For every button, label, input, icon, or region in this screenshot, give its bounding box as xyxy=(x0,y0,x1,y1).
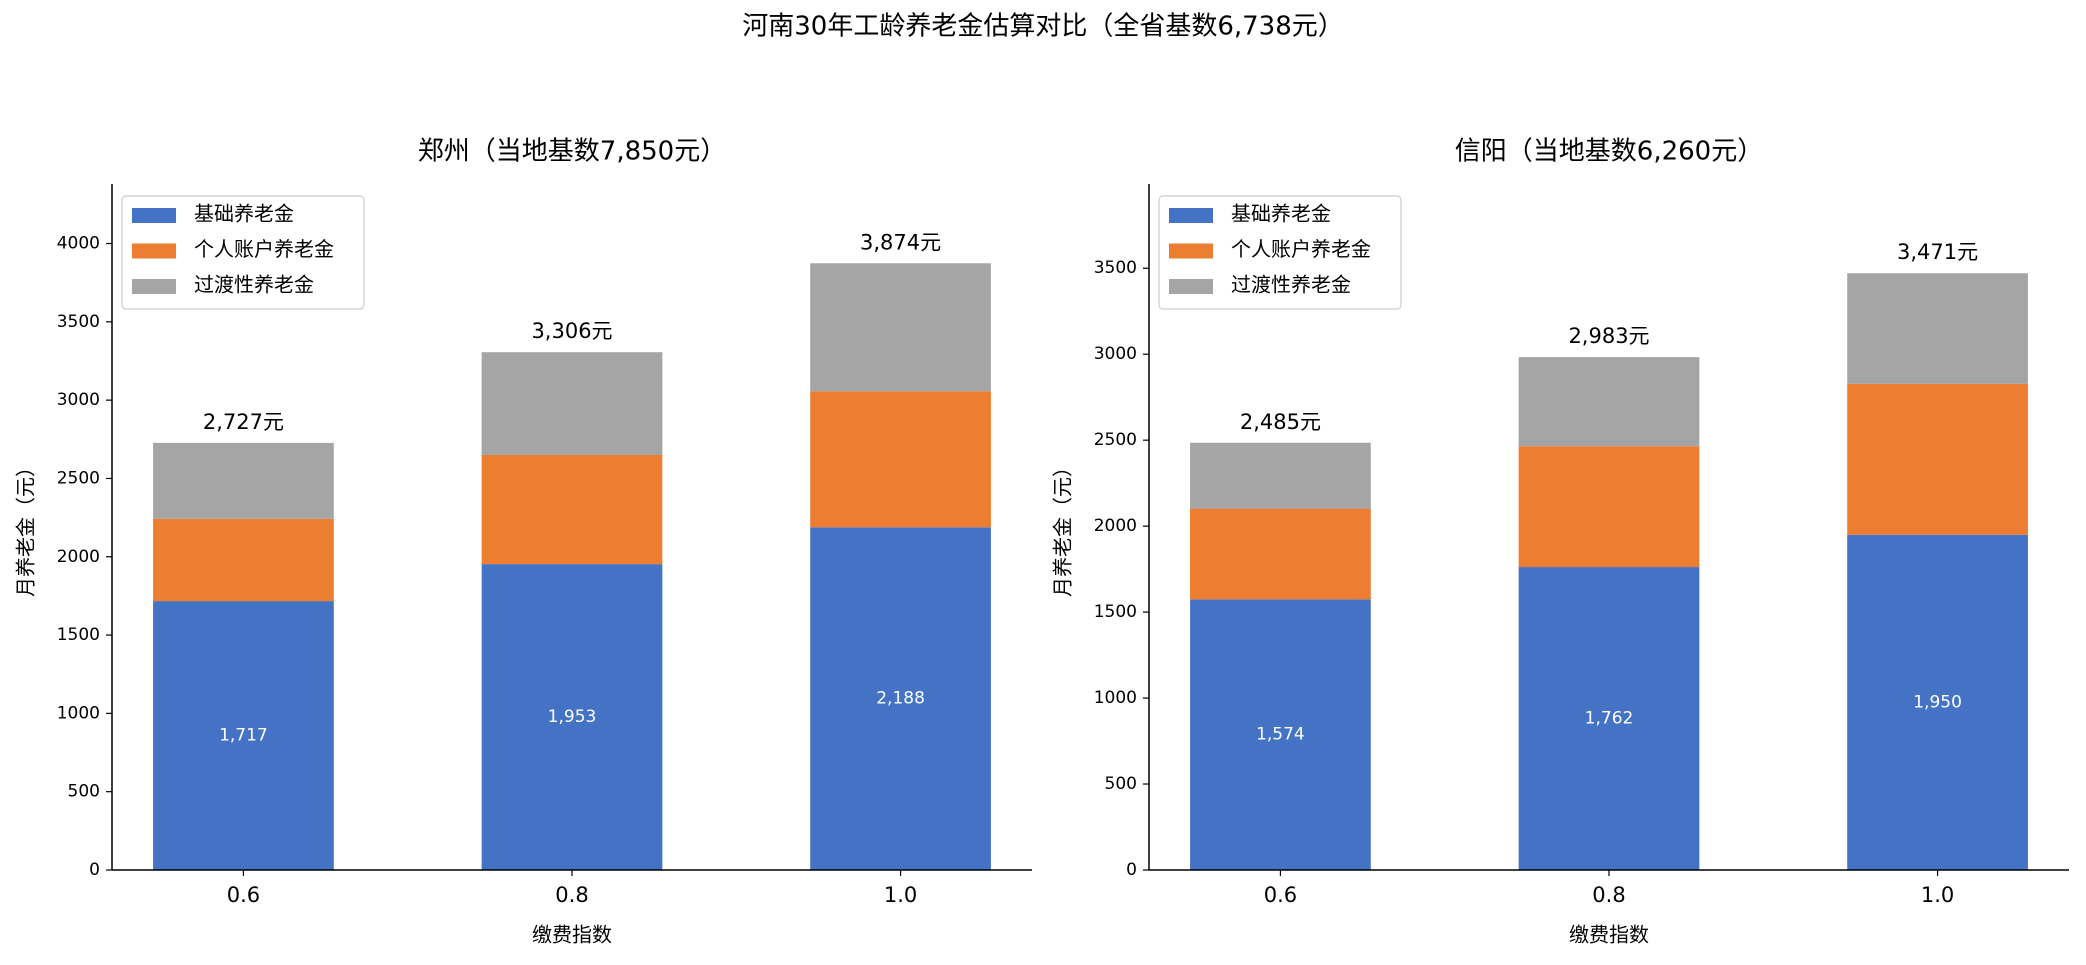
bar-segment xyxy=(1518,567,1700,870)
legend-box xyxy=(1158,195,1402,310)
legend-label: 过渡性养老金 xyxy=(194,273,314,297)
y-tick-label: 1000 xyxy=(1094,688,1137,708)
legend-label: 基础养老金 xyxy=(1231,202,1331,226)
legend-swatch xyxy=(132,243,176,259)
y-tick-label: 2500 xyxy=(57,468,100,488)
y-tick-label: 1500 xyxy=(1094,602,1137,622)
bar-segment xyxy=(153,601,334,870)
legend-label: 个人账户养老金 xyxy=(1231,237,1371,261)
total-label: 2,983元 xyxy=(1568,324,1649,348)
y-tick-label: 2000 xyxy=(1094,516,1137,536)
y-axis-label: 月养老金（元） xyxy=(1051,457,1075,597)
total-label: 2,485元 xyxy=(1240,410,1321,434)
y-tick-label: 2500 xyxy=(1094,430,1137,450)
value-label: 1,953 xyxy=(548,707,597,727)
total-label: 2,727元 xyxy=(203,410,284,434)
bar-segment xyxy=(1518,357,1700,447)
bar-segment xyxy=(1190,599,1371,870)
bar-segment xyxy=(1518,446,1700,568)
legend-box xyxy=(121,195,365,310)
y-tick-label: 3000 xyxy=(57,390,100,410)
x-tick-label: 0.6 xyxy=(1264,883,1297,907)
total-label: 3,874元 xyxy=(860,230,941,254)
y-tick-label: 0 xyxy=(1126,860,1137,880)
x-axis-label: 缴费指数 xyxy=(1569,923,1649,947)
legend-swatch xyxy=(1169,243,1213,259)
x-axis-label: 缴费指数 xyxy=(532,923,612,947)
bar-segment xyxy=(1847,273,2028,384)
y-tick-label: 500 xyxy=(1105,774,1137,794)
legend-label: 基础养老金 xyxy=(194,202,294,226)
bar-segment xyxy=(810,527,991,870)
value-label: 1,762 xyxy=(1585,709,1634,729)
bar-segment xyxy=(1847,383,2028,535)
bar-segment xyxy=(153,442,334,519)
total-label: 3,306元 xyxy=(531,319,612,343)
bar-segment xyxy=(1190,442,1371,509)
figure-title: 河南30年工龄养老金估算对比（全省基数6,738元） xyxy=(742,12,1344,42)
x-tick-label: 0.8 xyxy=(555,883,588,907)
legend-swatch xyxy=(132,208,176,223)
y-axis-label: 月养老金（元） xyxy=(14,457,38,597)
legend-swatch xyxy=(1169,208,1213,223)
x-tick-label: 1.0 xyxy=(1921,883,1954,907)
y-tick-label: 1500 xyxy=(57,625,100,645)
legend-label: 个人账户养老金 xyxy=(194,237,334,261)
bar-segment xyxy=(481,454,663,565)
x-tick-label: 1.0 xyxy=(884,883,917,907)
chart-title: 郑州（当地基数7,850元） xyxy=(418,137,726,167)
bar-segment xyxy=(1190,508,1371,600)
value-label: 1,717 xyxy=(219,726,268,746)
bar-segment xyxy=(1847,534,2028,870)
y-tick-label: 4000 xyxy=(57,234,100,254)
value-label: 1,950 xyxy=(1913,692,1962,712)
value-label: 2,188 xyxy=(876,689,925,709)
y-tick-label: 1000 xyxy=(57,703,100,723)
y-tick-label: 2000 xyxy=(57,547,100,567)
y-tick-label: 500 xyxy=(68,782,100,802)
bar-segment xyxy=(810,391,991,528)
y-tick-label: 3500 xyxy=(1094,258,1137,278)
y-tick-label: 3500 xyxy=(57,312,100,332)
x-tick-label: 0.6 xyxy=(227,883,260,907)
x-tick-label: 0.8 xyxy=(1592,883,1625,907)
chart-title: 信阳（当地基数6,260元） xyxy=(1455,137,1763,167)
bar-segment xyxy=(810,263,991,392)
y-tick-label: 0 xyxy=(89,860,100,880)
bar-segment xyxy=(481,564,663,870)
legend-label: 过渡性养老金 xyxy=(1231,273,1351,297)
y-tick-label: 3000 xyxy=(1094,344,1137,364)
total-label: 3,471元 xyxy=(1897,240,1978,264)
legend-swatch xyxy=(132,279,176,294)
bar-segment xyxy=(481,352,663,455)
legend-swatch xyxy=(1169,279,1213,294)
bar-segment xyxy=(153,518,334,602)
value-label: 1,574 xyxy=(1256,725,1305,745)
